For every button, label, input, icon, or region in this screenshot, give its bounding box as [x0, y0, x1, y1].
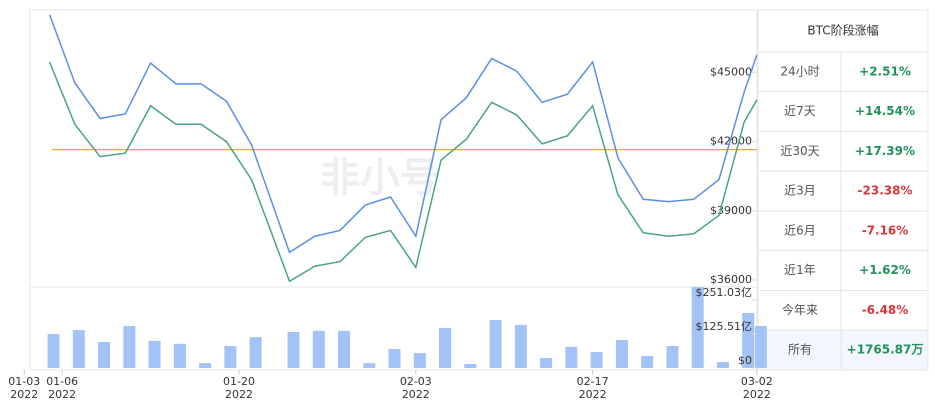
y-tick-label: $39000: [710, 204, 752, 217]
table-row: [757, 91, 929, 132]
row-label: 所有: [788, 343, 812, 357]
volume-bar: [148, 340, 161, 368]
x-tick-label: 02-03 2022: [400, 375, 432, 401]
row-value: +2.51%: [859, 64, 911, 78]
volume-bar: [464, 363, 477, 368]
volume-bar: [199, 363, 212, 368]
y-tick-label: $42000: [710, 135, 752, 148]
table-row: [757, 250, 929, 291]
volume-tick-label: $125.51亿: [696, 320, 753, 333]
volume-bar: [514, 324, 527, 368]
volume-bar: [312, 330, 325, 368]
volume-bar: [590, 352, 603, 368]
volume-bar: [754, 326, 767, 368]
row-value: -23.38%: [858, 184, 913, 198]
row-label: 近7天: [784, 104, 816, 118]
volume-bar: [641, 356, 654, 368]
volume-bar: [691, 287, 704, 368]
volume-bar: [716, 362, 729, 368]
volume-bar: [249, 337, 262, 368]
table-row: [757, 51, 929, 93]
row-label: 近30天: [780, 144, 819, 158]
x-tick-label: 03-02 2022: [741, 375, 773, 401]
volume-bar: [615, 340, 628, 368]
stage-table: BTC阶段涨幅 24小时 +2.51% 近7天 +14.54% 近30天 +17.39% 近…: [757, 9, 929, 371]
row-value: -7.16%: [862, 223, 909, 237]
volume-bar: [742, 313, 755, 368]
row-label: 近3月: [784, 184, 816, 198]
volume-bar: [363, 363, 376, 368]
volume-tick-label: $0: [738, 354, 752, 367]
volume-bar: [338, 330, 351, 368]
x-tick-label: 02-17 2022: [577, 375, 609, 401]
row-label: 近1年: [784, 263, 816, 277]
volume-bar: [98, 341, 111, 368]
row-value: +17.39%: [855, 144, 915, 158]
table-row: [757, 210, 929, 252]
volume-bar: [489, 320, 502, 368]
volume-bar: [287, 331, 300, 368]
row-label: 近6月: [784, 223, 816, 237]
price-line: [48, 61, 758, 283]
row-value: -6.48%: [862, 303, 909, 317]
watermark: 非小号: [320, 155, 440, 201]
table-row: [757, 170, 929, 212]
volume-bar: [540, 357, 553, 368]
plot-frame: [29, 9, 758, 371]
volume-bar: [565, 346, 578, 368]
row-value: +1.62%: [859, 263, 911, 277]
volume-bar: [439, 327, 452, 368]
x-tick-label: 01-06 2022: [46, 375, 78, 401]
volume-bar: [388, 349, 401, 368]
x-tick-label: 01-03 2022: [8, 375, 40, 401]
volume-bar: [72, 330, 85, 368]
row-label: 24小时: [780, 64, 819, 78]
volume-bar: [413, 353, 426, 368]
table-title: BTC阶段涨幅: [807, 23, 878, 38]
price-line: [48, 14, 758, 254]
x-tick-label: 01-20 2022: [223, 375, 255, 401]
volume-bar: [224, 346, 237, 368]
table-row: [757, 329, 929, 371]
y-tick-label: $45000: [710, 65, 752, 78]
volume-tick-label: $251.03亿: [696, 286, 753, 299]
row-value: +14.54%: [855, 104, 915, 118]
y-tick-label: $36000: [710, 273, 752, 286]
volume-bar: [666, 346, 679, 368]
table-row: [757, 290, 929, 331]
volume-bar: [47, 334, 60, 368]
volume-bar: [123, 326, 136, 368]
volume-bar: [173, 343, 186, 368]
row-value: +1765.87万: [847, 343, 924, 357]
row-label: 今年来: [782, 302, 818, 317]
